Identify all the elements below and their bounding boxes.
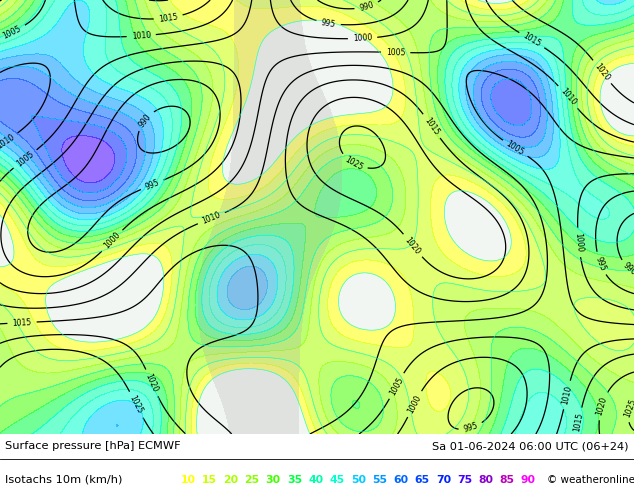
Text: 60: 60: [393, 475, 408, 485]
Text: 995: 995: [144, 178, 160, 192]
Text: 1010: 1010: [131, 31, 151, 41]
Text: 1020: 1020: [595, 395, 609, 416]
Text: 1025: 1025: [343, 155, 365, 172]
Text: 990: 990: [621, 261, 634, 277]
Text: 1010: 1010: [0, 132, 16, 150]
Text: 90: 90: [521, 475, 536, 485]
Text: 1005: 1005: [505, 139, 526, 157]
Text: 1005: 1005: [386, 48, 405, 57]
Text: 995: 995: [321, 18, 337, 29]
Text: 995: 995: [593, 255, 607, 272]
Text: 65: 65: [415, 475, 430, 485]
Text: 55: 55: [372, 475, 387, 485]
Text: 1020: 1020: [144, 372, 160, 393]
Text: 1010: 1010: [560, 385, 573, 405]
Text: 1005: 1005: [388, 375, 405, 396]
Text: 1015: 1015: [158, 12, 178, 24]
Text: 1015: 1015: [422, 116, 441, 137]
Text: Isotachs 10m (km/h): Isotachs 10m (km/h): [5, 475, 122, 485]
Text: Sa 01-06-2024 06:00 UTC (06+24): Sa 01-06-2024 06:00 UTC (06+24): [432, 441, 629, 451]
Text: 85: 85: [500, 475, 515, 485]
Text: 1015: 1015: [521, 31, 543, 49]
Text: 1010: 1010: [558, 87, 578, 107]
Text: 990: 990: [358, 0, 375, 13]
Text: 1000: 1000: [353, 33, 372, 43]
Text: 30: 30: [266, 475, 281, 485]
Text: 10: 10: [181, 475, 196, 485]
Text: 1020: 1020: [403, 235, 422, 256]
Text: 15: 15: [202, 475, 217, 485]
Text: 1015: 1015: [12, 318, 32, 328]
Text: 995: 995: [462, 421, 479, 434]
Text: 75: 75: [457, 475, 472, 485]
Text: 990: 990: [137, 112, 153, 129]
Text: 20: 20: [223, 475, 238, 485]
Text: 1015: 1015: [573, 412, 585, 432]
Text: 1005: 1005: [1, 24, 23, 41]
Text: 1000: 1000: [406, 393, 423, 415]
Text: 35: 35: [287, 475, 302, 485]
Text: 1000: 1000: [102, 231, 122, 251]
Text: 70: 70: [436, 475, 451, 485]
Text: Surface pressure [hPa] ECMWF: Surface pressure [hPa] ECMWF: [5, 441, 181, 451]
Text: 80: 80: [478, 475, 493, 485]
Text: 25: 25: [245, 475, 259, 485]
Text: 1005: 1005: [15, 149, 36, 169]
Text: 1025: 1025: [623, 397, 634, 418]
Text: 1010: 1010: [201, 210, 222, 226]
Text: 50: 50: [351, 475, 366, 485]
Text: 1025: 1025: [128, 394, 145, 416]
Text: 1020: 1020: [593, 62, 611, 82]
Text: 40: 40: [308, 475, 323, 485]
Text: 45: 45: [330, 475, 345, 485]
Text: © weatheronline.co.uk weatheronline.co.uk: © weatheronline.co.uk weatheronline.co.u…: [547, 475, 634, 485]
Text: 1000: 1000: [573, 232, 584, 253]
